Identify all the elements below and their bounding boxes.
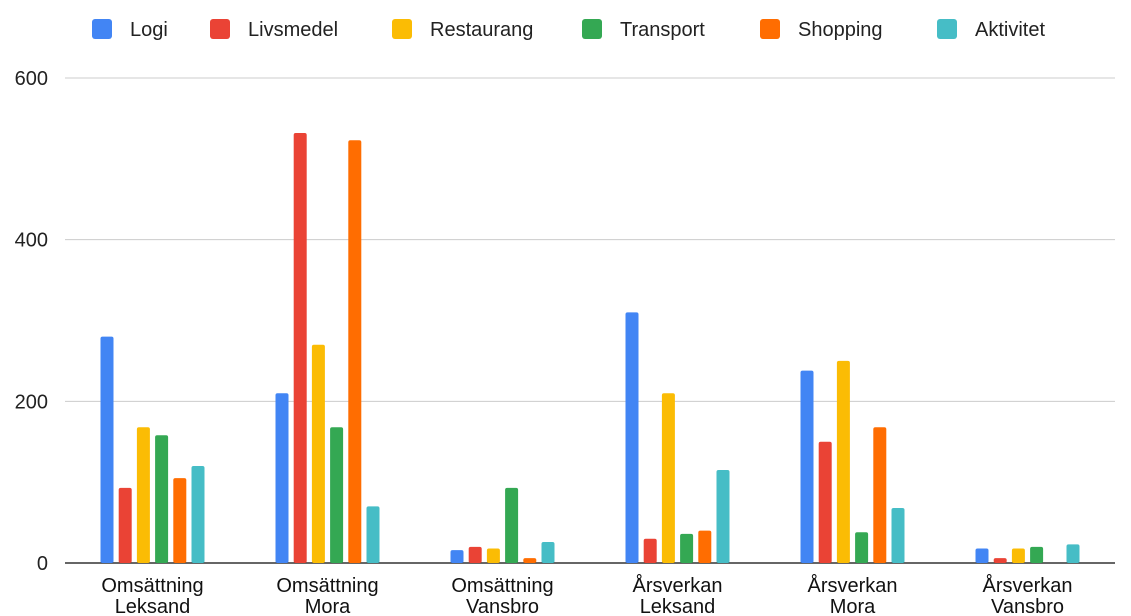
bar-logi	[800, 370, 814, 563]
bar-transport	[1030, 546, 1044, 563]
x-category-label-line: Mora	[305, 596, 351, 616]
bar-livsmedel	[993, 558, 1007, 563]
bar-restaurang	[486, 548, 500, 563]
bar-livsmedel	[118, 487, 132, 563]
y-tick-label: 0	[37, 553, 48, 575]
x-category-label: Omsättning Mora	[276, 575, 378, 616]
legend-swatch	[210, 19, 230, 39]
bar-livsmedel	[293, 132, 307, 563]
bar-logi	[100, 336, 114, 563]
legend-label: Livsmedel	[248, 19, 338, 41]
bar-livsmedel	[818, 441, 832, 563]
bar-aktivitet	[891, 508, 905, 563]
legend-swatch	[92, 19, 112, 39]
bar-logi	[450, 550, 464, 563]
x-category-label-line: Årsverkan	[807, 574, 897, 597]
x-category-label: Årsverkan Vansbro	[982, 574, 1072, 616]
x-category-label-line: Omsättning	[276, 575, 378, 597]
bar-transport	[680, 533, 694, 563]
x-category-label-line: Mora	[830, 596, 876, 616]
bar-restaurang	[1011, 548, 1025, 563]
grid	[65, 77, 1115, 564]
legend-swatch	[392, 19, 412, 39]
legend-label: Transport	[620, 19, 705, 41]
bar-transport	[855, 532, 869, 563]
x-category-label: Årsverkan Mora	[807, 574, 897, 616]
bar-aktivitet	[1066, 544, 1080, 563]
bars	[100, 132, 1080, 563]
x-category-label-line: Leksand	[640, 596, 716, 616]
x-category-label-line: Årsverkan	[982, 574, 1072, 597]
bar-livsmedel	[643, 538, 657, 563]
x-category-label-line: Omsättning	[451, 575, 553, 597]
bar-restaurang	[136, 427, 150, 563]
legend-label: Aktivitet	[975, 19, 1045, 41]
bar-shopping	[698, 530, 712, 563]
bar-shopping	[348, 140, 362, 563]
x-category-label-line: Vansbro	[466, 596, 539, 616]
bar-shopping	[523, 558, 537, 563]
bar-shopping	[873, 427, 887, 563]
x-category-label-line: Vansbro	[991, 596, 1064, 616]
y-tick-label: 400	[15, 230, 48, 252]
x-category-label-line: Omsättning	[101, 575, 203, 597]
legend-label: Shopping	[798, 19, 883, 41]
y-tick-label: 600	[15, 68, 48, 90]
bar-restaurang	[836, 360, 850, 563]
legend-swatch	[937, 19, 957, 39]
y-tick-label: 200	[15, 391, 48, 413]
bar-logi	[275, 393, 289, 563]
bar-aktivitet	[191, 466, 205, 563]
bar-transport	[155, 435, 169, 563]
bar-logi	[625, 312, 639, 563]
legend-swatch	[582, 19, 602, 39]
bar-aktivitet	[541, 541, 555, 563]
y-axis: 0 200 400 600	[15, 68, 48, 575]
bar-livsmedel	[468, 546, 482, 563]
x-category-label: Årsverkan Leksand	[632, 574, 722, 616]
x-category-label: Omsättning Leksand	[101, 575, 203, 616]
bar-aktivitet	[366, 506, 380, 563]
x-category-label-line: Leksand	[115, 596, 191, 616]
bar-aktivitet	[716, 470, 730, 563]
bar-shopping	[173, 478, 187, 563]
bar-restaurang	[311, 344, 325, 563]
legend-label: Restaurang	[430, 19, 533, 41]
bar-logi	[975, 548, 989, 563]
legend-label: Logi	[130, 19, 168, 41]
x-category-label: Omsättning Vansbro	[451, 575, 553, 616]
legend-swatch	[760, 19, 780, 39]
legend: Logi Livsmedel Restaurang Transport Shopping…	[92, 19, 1045, 41]
bar-transport	[505, 487, 519, 563]
bar-transport	[330, 427, 344, 563]
bar-restaurang	[661, 393, 675, 563]
x-category-label-line: Årsverkan	[632, 574, 722, 597]
